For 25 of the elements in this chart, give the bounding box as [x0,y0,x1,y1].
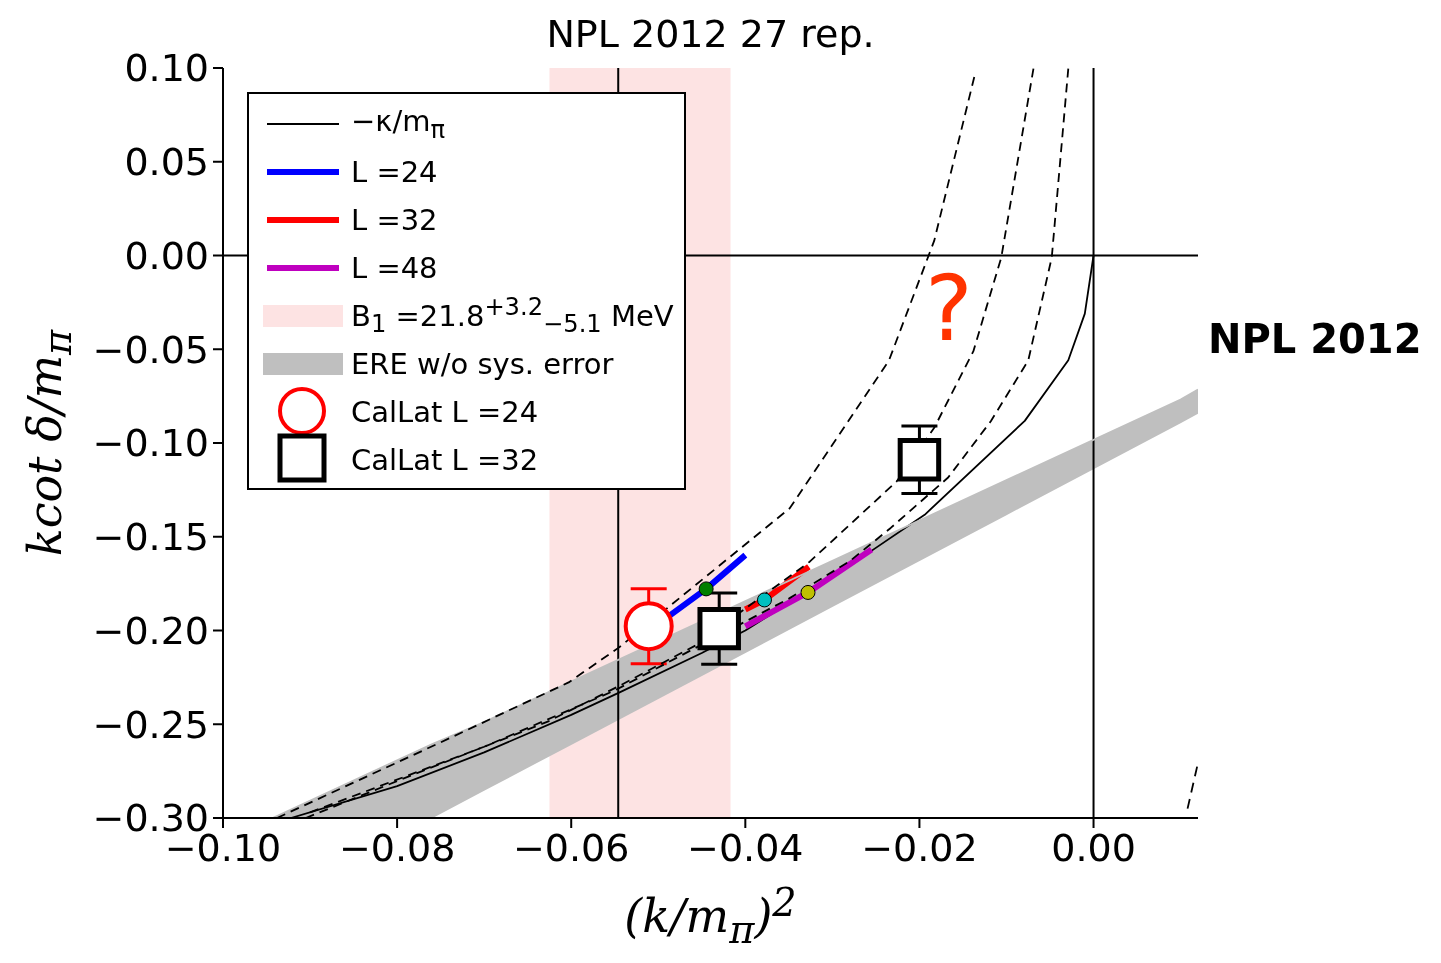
y-tick-label: −0.20 [92,608,209,653]
chart-title: NPL 2012 27 rep. [545,12,876,56]
y-tick-label: −0.25 [92,702,209,747]
legend-label: −κ/m$_{π}$ [351,104,445,144]
text: NPL 2012 [1208,315,1422,362]
y-tick-label: 0.00 [124,233,209,278]
x-tick-label: −0.02 [861,825,978,870]
y-tick-label: −0.15 [92,515,209,560]
y-tick-label: −0.10 [92,421,209,466]
legend-label: L =32 [351,203,438,237]
legend-label: CalLat L =32 [351,443,539,477]
y-tick-label: −0.05 [92,327,209,372]
x-axis-title: (k/m$_{π}$)$^{2}$ [623,880,798,952]
x-tick-label: −0.06 [512,825,630,870]
x-tick-label: −0.04 [687,825,804,870]
x-tick-label: 0.00 [1051,825,1136,870]
legend-label: CalLat L =24 [351,395,539,429]
legend-label: ERE w/o sys. error [351,347,614,381]
annotation: ? [925,255,973,361]
y-tick-label: 0.05 [124,140,209,185]
band-label: B$_{1}$ =21.8$^{+3.2}$$_{−5.1}$ MeV [351,293,674,339]
x-tick-label: −0.08 [338,825,456,870]
y-tick-label: 0.10 [124,46,209,91]
legend-label: L =24 [351,155,438,189]
legend-label: L =48 [351,251,438,285]
